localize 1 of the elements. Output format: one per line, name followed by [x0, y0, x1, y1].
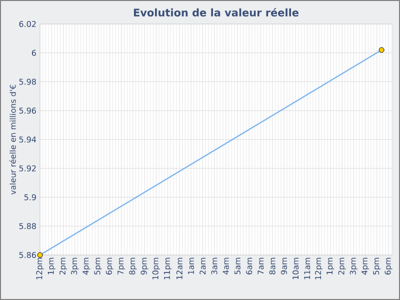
chart-title: Evolution de la valeur réelle — [134, 8, 298, 16]
